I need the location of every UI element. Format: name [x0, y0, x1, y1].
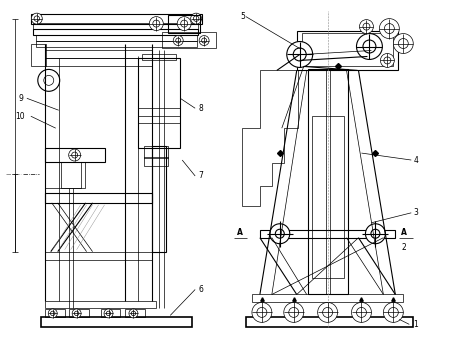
Circle shape	[286, 42, 312, 67]
Circle shape	[104, 309, 113, 318]
Bar	[168, 15, 200, 32]
Circle shape	[71, 152, 77, 158]
Circle shape	[362, 40, 375, 53]
Bar	[152, 146, 166, 252]
Circle shape	[251, 303, 271, 322]
Bar	[296, 30, 397, 70]
Bar	[31, 44, 46, 67]
Circle shape	[257, 308, 266, 317]
Circle shape	[72, 309, 81, 318]
Bar	[31, 14, 202, 24]
Circle shape	[288, 308, 298, 317]
Bar	[311, 116, 343, 277]
Text: A: A	[237, 228, 242, 237]
Bar	[36, 41, 197, 47]
Bar	[69, 309, 88, 317]
Bar	[44, 162, 84, 188]
Circle shape	[362, 23, 369, 30]
Circle shape	[388, 308, 397, 317]
Text: 6: 6	[198, 285, 203, 294]
Circle shape	[383, 57, 390, 64]
Bar	[301, 32, 393, 67]
Circle shape	[152, 20, 159, 27]
Circle shape	[34, 16, 39, 21]
Bar	[44, 309, 64, 317]
Bar	[41, 317, 192, 327]
Circle shape	[193, 16, 199, 21]
Text: 9: 9	[19, 94, 24, 103]
Circle shape	[131, 311, 135, 316]
Text: 4: 4	[413, 155, 417, 165]
Circle shape	[359, 20, 373, 33]
Circle shape	[177, 17, 191, 30]
Circle shape	[275, 229, 284, 238]
Bar	[138, 58, 180, 148]
Circle shape	[356, 33, 382, 59]
Circle shape	[180, 20, 187, 27]
Bar	[33, 29, 198, 34]
Bar	[125, 309, 145, 317]
Circle shape	[351, 303, 370, 322]
Circle shape	[74, 311, 79, 316]
Circle shape	[129, 309, 138, 318]
Bar	[144, 146, 168, 158]
Circle shape	[38, 69, 60, 91]
Text: 7: 7	[198, 171, 203, 180]
Text: A: A	[400, 228, 407, 237]
Text: 5: 5	[239, 12, 244, 21]
Circle shape	[383, 24, 394, 33]
Circle shape	[199, 35, 209, 46]
Bar	[36, 34, 197, 41]
Circle shape	[269, 224, 289, 244]
Bar	[259, 230, 394, 238]
Bar	[61, 162, 81, 188]
Circle shape	[31, 13, 42, 24]
Circle shape	[382, 303, 402, 322]
Bar	[44, 148, 104, 162]
Circle shape	[173, 35, 183, 46]
Bar	[44, 252, 152, 260]
Circle shape	[397, 39, 407, 48]
Bar	[245, 317, 413, 327]
Circle shape	[48, 309, 57, 318]
Bar	[44, 193, 152, 203]
Text: 2: 2	[400, 243, 405, 252]
Circle shape	[149, 17, 163, 30]
Circle shape	[69, 149, 81, 161]
Bar	[142, 54, 176, 61]
Bar	[44, 58, 152, 67]
Circle shape	[293, 48, 306, 61]
Bar	[33, 23, 198, 29]
Circle shape	[317, 303, 337, 322]
Circle shape	[393, 33, 413, 53]
Bar	[100, 309, 120, 317]
Circle shape	[322, 308, 332, 317]
Text: 3: 3	[413, 208, 417, 217]
Circle shape	[379, 19, 399, 39]
Text: 10: 10	[15, 112, 25, 121]
Circle shape	[356, 308, 366, 317]
Bar	[251, 294, 402, 303]
Circle shape	[44, 75, 54, 86]
Circle shape	[50, 311, 55, 316]
Bar	[44, 50, 152, 58]
Bar	[307, 69, 347, 294]
Circle shape	[370, 229, 379, 238]
Circle shape	[106, 311, 111, 316]
Bar	[44, 301, 156, 308]
Text: 8: 8	[198, 104, 202, 113]
Circle shape	[283, 303, 303, 322]
Circle shape	[380, 53, 394, 67]
Bar	[162, 31, 216, 48]
Circle shape	[175, 38, 180, 43]
Bar	[144, 157, 168, 166]
Text: 1: 1	[413, 320, 417, 329]
Circle shape	[365, 224, 385, 244]
Circle shape	[201, 38, 206, 43]
Circle shape	[190, 13, 201, 24]
